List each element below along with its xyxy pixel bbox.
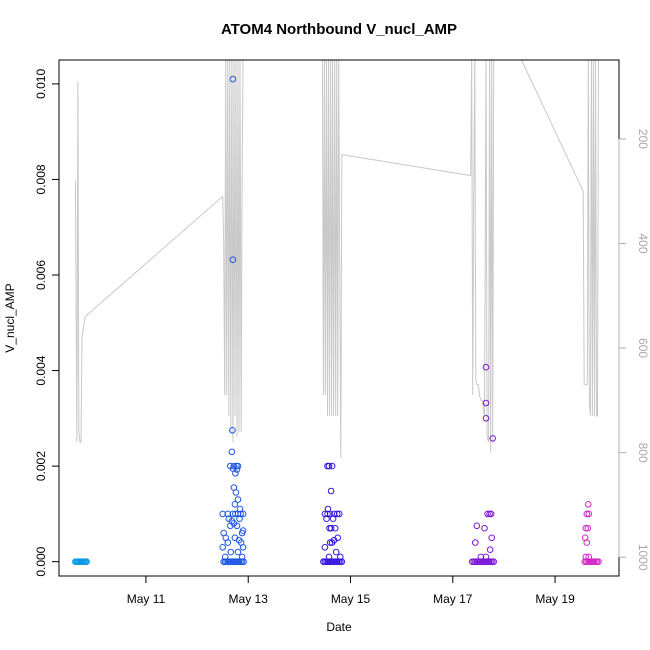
- data-point: [481, 524, 488, 532]
- data-point: [233, 466, 241, 473]
- data-point: [484, 510, 491, 518]
- data-point: [227, 548, 235, 556]
- x-axis-label: Date: [326, 620, 352, 634]
- data-point: [487, 510, 495, 518]
- data-point: [239, 544, 247, 551]
- y2-axis: 200 400 600 800 1000: [618, 129, 650, 571]
- data-point: [337, 553, 344, 561]
- data-point: [326, 510, 334, 518]
- data-point: [583, 510, 591, 518]
- data-point: [583, 539, 591, 546]
- data-point: [585, 501, 592, 508]
- data-point: [228, 448, 236, 456]
- data-point: [489, 435, 497, 442]
- x-tick-label: May 11: [127, 592, 166, 606]
- data-point: [231, 501, 239, 508]
- data-point: [219, 544, 226, 551]
- data-point: [224, 539, 232, 546]
- data-point: [482, 415, 490, 422]
- y-axis: 0.000 0.002 0.004 0.006 0.008 0.010: [34, 69, 60, 577]
- data-point: [585, 510, 593, 518]
- data-point: [326, 539, 334, 546]
- data-point: [321, 544, 329, 551]
- data-point: [331, 524, 339, 532]
- x-tick-label: May 15: [331, 592, 371, 606]
- data-point: [327, 487, 335, 495]
- data-point: [486, 546, 494, 554]
- data-point: [239, 510, 247, 518]
- data-point: [582, 524, 590, 532]
- data-point: [488, 534, 496, 542]
- data-point: [234, 548, 242, 556]
- data-point: [327, 524, 335, 532]
- data-point: [472, 539, 479, 546]
- data-point: [227, 522, 234, 530]
- data-point: [490, 558, 498, 566]
- data-point: [324, 510, 331, 518]
- data-point: [224, 510, 232, 518]
- y-tick-label: 0.008: [34, 164, 48, 194]
- y2-tick-label: 200: [636, 129, 650, 149]
- data-point: [482, 399, 490, 407]
- data-point: [328, 462, 336, 470]
- y2-tick-label: 400: [636, 233, 650, 253]
- data-point: [237, 510, 244, 518]
- y2-tick-label: 1000: [636, 544, 650, 571]
- y2-tick-label: 600: [636, 338, 650, 358]
- data-point: [585, 553, 593, 561]
- x-axis: May 11 May 13 May 15 May 17 May 19: [127, 575, 575, 606]
- y-tick-label: 0.010: [34, 69, 48, 99]
- data-point: [582, 553, 590, 561]
- data-point: [323, 515, 330, 523]
- data-point: [83, 558, 90, 566]
- y-tick-label: 0.002: [34, 451, 48, 481]
- data-point: [229, 427, 236, 434]
- data-point: [221, 553, 229, 561]
- data-point: [325, 553, 333, 561]
- data-point: [232, 489, 240, 496]
- y-tick-label: 0.000: [34, 546, 48, 576]
- data-point: [329, 515, 337, 523]
- data-point: [332, 548, 340, 556]
- data-point: [238, 553, 246, 561]
- data-point: [584, 524, 592, 532]
- data-point: [234, 462, 242, 470]
- data-point: [236, 515, 243, 523]
- data-point: [325, 462, 333, 470]
- x-tick-label: May 17: [433, 592, 473, 606]
- x-tick-label: May 13: [229, 592, 269, 606]
- data-point: [473, 522, 481, 530]
- data-point: [595, 558, 602, 566]
- y-axis-label: V_nucl_AMP: [3, 283, 17, 352]
- data-point: [336, 510, 343, 518]
- x-tick-label: May 19: [535, 592, 575, 606]
- data-point: [229, 256, 237, 264]
- depth-series-layer: [74, 60, 599, 458]
- data-point: [333, 510, 341, 518]
- data-point: [239, 527, 247, 534]
- y2-tick-label: 800: [636, 443, 650, 463]
- y-tick-label: 0.004: [34, 355, 48, 385]
- data-point: [477, 553, 485, 561]
- data-point: [482, 363, 490, 371]
- data-point: [232, 470, 239, 477]
- data-point: [234, 496, 242, 503]
- y-tick-label: 0.006: [34, 260, 48, 290]
- data-point: [233, 522, 241, 530]
- data-point: [229, 75, 237, 83]
- depth-line: [74, 60, 599, 458]
- chart-title: ATOM4 Northbound V_nucl_AMP: [221, 21, 457, 38]
- data-point: [328, 539, 336, 546]
- points-layer: [72, 75, 602, 566]
